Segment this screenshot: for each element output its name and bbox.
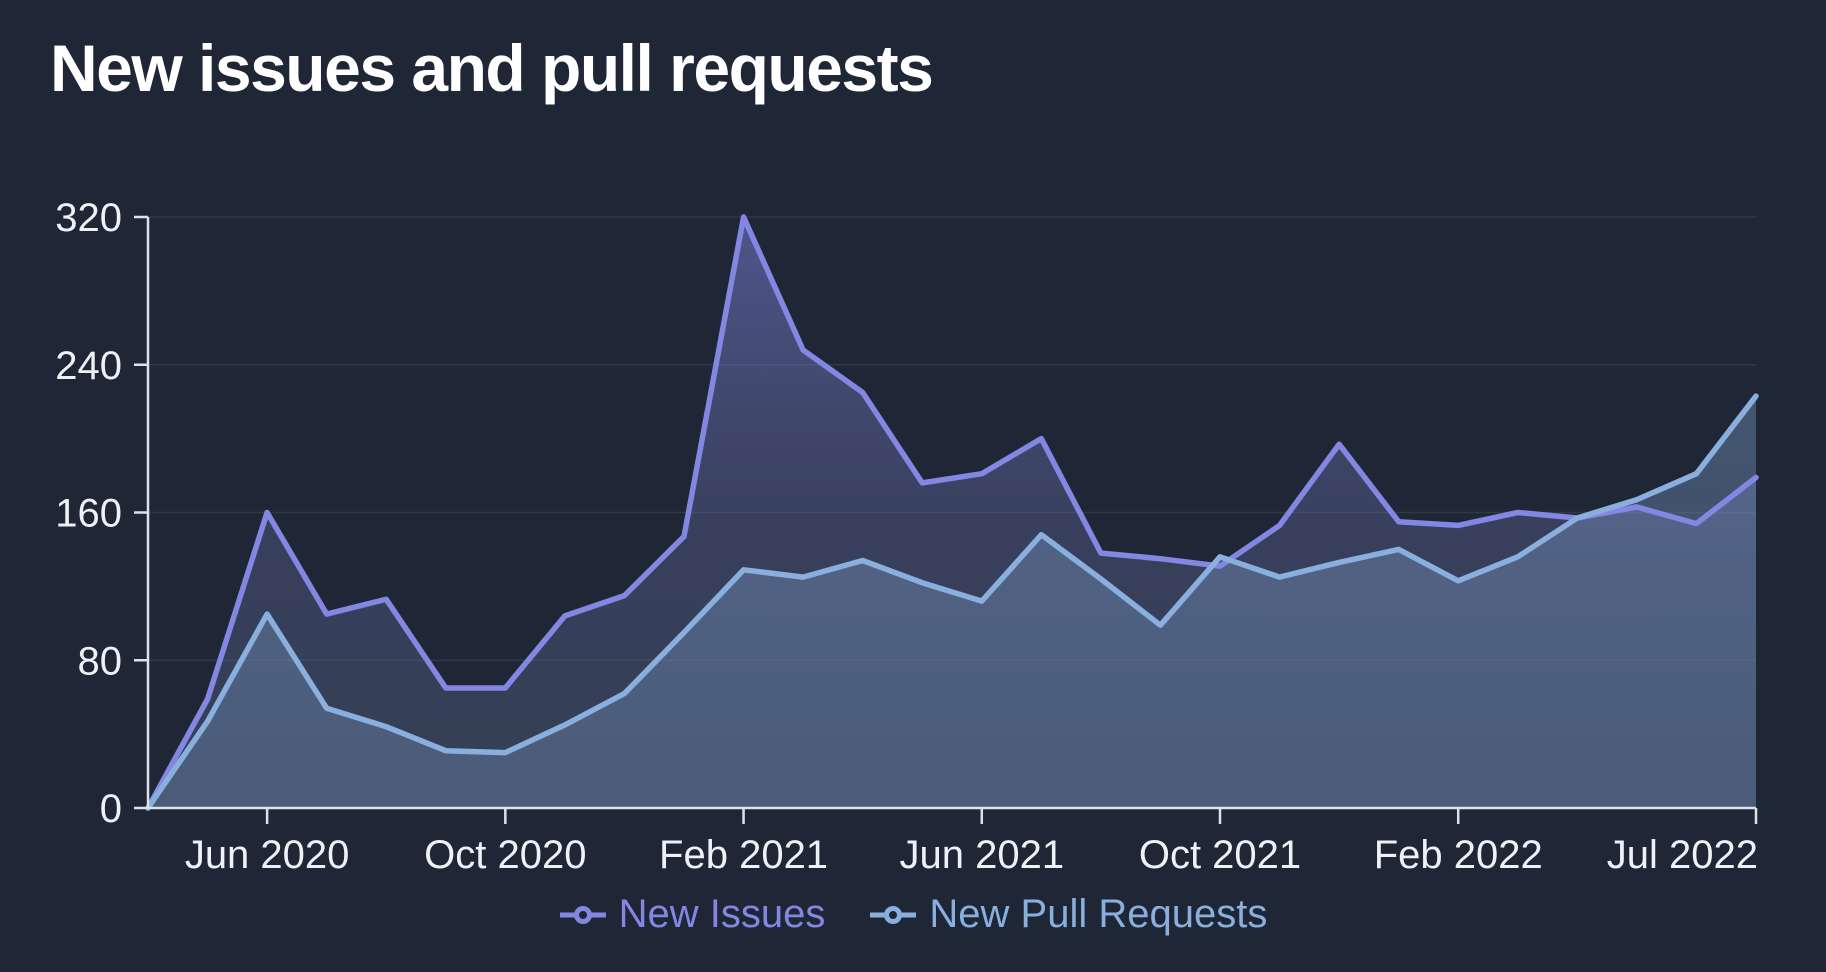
legend: New Issues New Pull Requests (0, 892, 1826, 937)
x-tick-label: Oct 2020 (424, 833, 586, 877)
legend-item-new-pull-requests[interactable]: New Pull Requests (869, 892, 1267, 937)
line-marker-icon (559, 905, 606, 924)
x-tick-label: Feb 2021 (659, 833, 828, 877)
area-new-pull-requests (148, 396, 1756, 808)
x-tick-label: Jun 2021 (899, 833, 1064, 877)
x-tick-label: Jul 2022 (1607, 833, 1758, 877)
page-title: New issues and pull requests (50, 31, 934, 105)
legend-label-new-issues: New Issues (618, 892, 826, 936)
line-new-pull-requests (145, 393, 1759, 811)
line-new-issues (145, 214, 1759, 811)
legend-label-new-pull-requests: New Pull Requests (929, 892, 1268, 936)
series-areas (148, 217, 1756, 808)
axes (134, 215, 1758, 824)
y-tick-label: 0 (100, 787, 122, 831)
x-tick-label: Jun 2020 (185, 833, 350, 877)
x-tick-label: Oct 2021 (1139, 833, 1301, 877)
y-tick-label: 160 (55, 492, 122, 536)
axis-labels: 0 80 160 240 320 Jun 2020 Oct 2020 Feb 2021 Jun … (55, 196, 1758, 877)
y-tick-label: 320 (55, 196, 122, 240)
x-tick-label: Feb 2022 (1374, 833, 1543, 877)
series-lines (145, 214, 1759, 811)
line-marker-icon (870, 905, 917, 924)
y-tick-label: 80 (78, 639, 123, 683)
legend-item-new-issues[interactable]: New Issues (559, 892, 826, 937)
y-tick-label: 240 (55, 344, 122, 388)
